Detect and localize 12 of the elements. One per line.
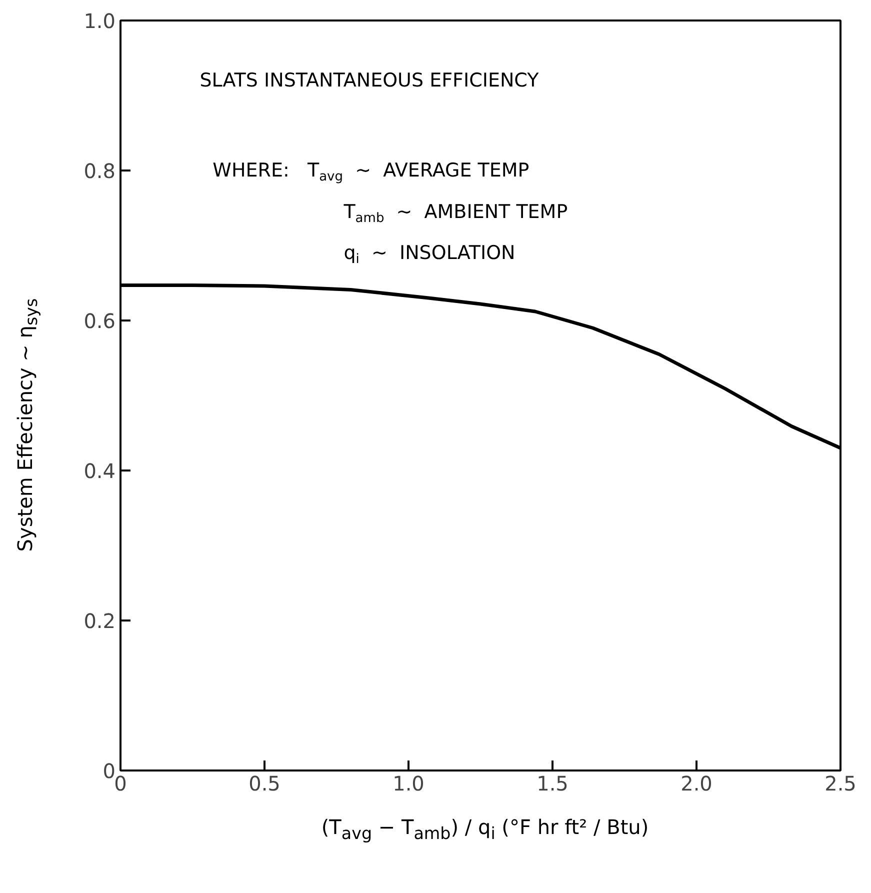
x-tick-label: 2.5	[824, 772, 856, 796]
x-tick-label: 2.0	[680, 772, 712, 796]
y-tick-label: 1.0	[84, 9, 116, 33]
y-tick-label: 0.6	[84, 309, 116, 333]
annotation: SLATS INSTANTANEOUS EFFICIENCY	[200, 70, 540, 92]
y-tick-label: 0.4	[84, 459, 116, 483]
y-tick-label: 0.8	[84, 159, 116, 183]
x-tick-label: 1.5	[536, 772, 568, 796]
y-tick-label: 0.2	[84, 609, 116, 633]
x-tick-label: 0.5	[248, 772, 280, 796]
x-tick-label: 1.0	[392, 772, 424, 796]
x-axis-title: (T$_{avg}$ − T$_{amb}$) / q$_{i}$ (°F hr ft² / Btu)	[320, 815, 650, 843]
